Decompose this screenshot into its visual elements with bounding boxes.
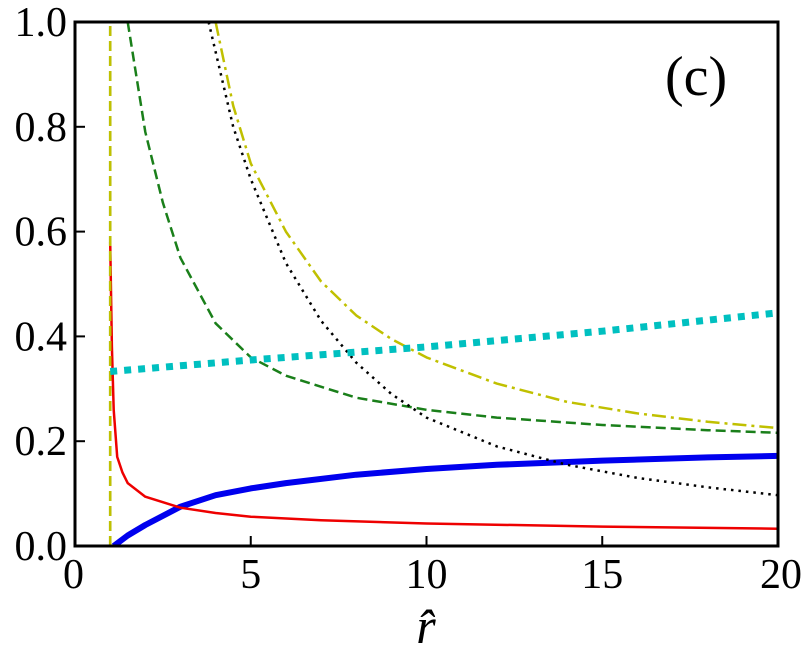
series-line-3 [126, 22, 778, 435]
x-tick-label: 20 [760, 552, 802, 598]
y-tick-label: 0.4 [15, 314, 68, 360]
panel-label: (c) [665, 46, 727, 108]
x-tick-label: 0 [63, 552, 84, 598]
x-axis-label: r̂ [416, 598, 436, 654]
y-tick-label: 0.8 [15, 105, 68, 151]
x-tick-label: 10 [406, 552, 448, 598]
y-tick-label: 0.0 [15, 524, 68, 570]
series-line-6 [214, 22, 778, 430]
ticks-layer: 0 5 10 15 20 0.0 0.2 0.4 0.6 0.8 1.0 [15, 0, 803, 598]
y-tick-label: 1.0 [15, 0, 68, 46]
series-line-8 [109, 309, 778, 375]
series-line-1 [111, 452, 778, 546]
y-tick-label: 0.2 [15, 419, 68, 465]
x-tick-label: 5 [240, 552, 261, 598]
y-tick-label: 0.6 [15, 210, 68, 256]
series-layer [108, 22, 778, 546]
x-tick-label: 15 [581, 552, 623, 598]
series-line-2 [108, 242, 778, 530]
